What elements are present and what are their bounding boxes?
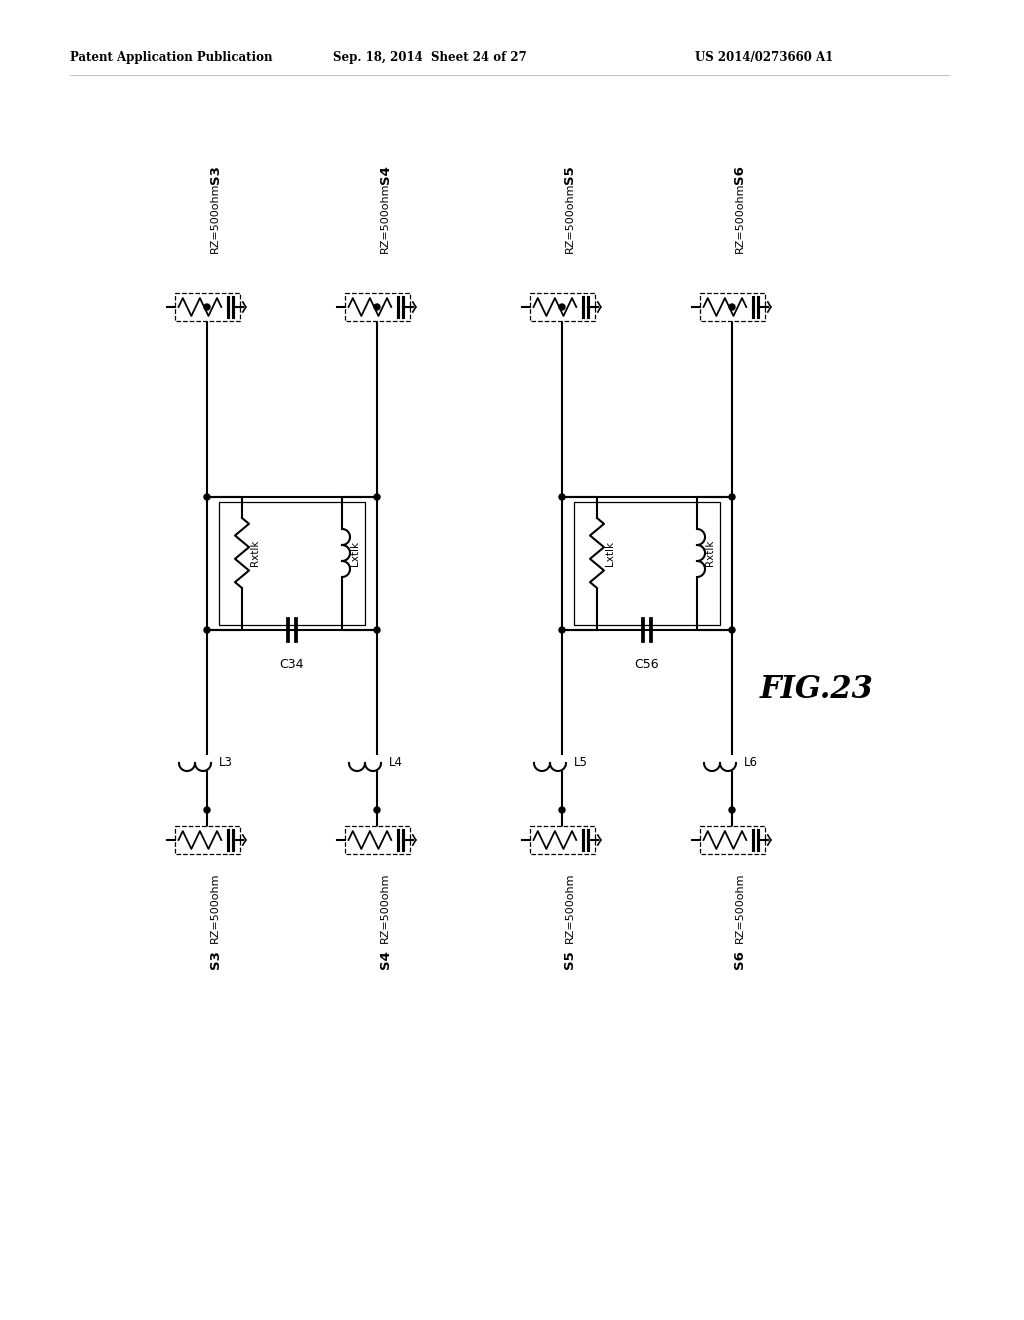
Text: L5: L5 bbox=[574, 756, 588, 770]
Bar bbox=[344, 826, 410, 854]
Text: Sep. 18, 2014  Sheet 24 of 27: Sep. 18, 2014 Sheet 24 of 27 bbox=[333, 50, 527, 63]
Circle shape bbox=[729, 494, 735, 500]
Text: RZ=500ohm: RZ=500ohm bbox=[565, 182, 575, 253]
Circle shape bbox=[374, 807, 380, 813]
Text: L3: L3 bbox=[219, 756, 232, 770]
Text: S5: S5 bbox=[563, 165, 577, 185]
Text: C56: C56 bbox=[635, 657, 659, 671]
Circle shape bbox=[204, 807, 210, 813]
Text: RZ=500ohm: RZ=500ohm bbox=[380, 182, 390, 253]
Text: Lxtlk: Lxtlk bbox=[350, 540, 360, 565]
Bar bbox=[344, 293, 410, 321]
Bar bbox=[219, 502, 365, 624]
Text: RZ=500ohm: RZ=500ohm bbox=[210, 873, 220, 944]
Text: Patent Application Publication: Patent Application Publication bbox=[70, 50, 272, 63]
Circle shape bbox=[204, 304, 210, 310]
Circle shape bbox=[204, 494, 210, 500]
Circle shape bbox=[729, 304, 735, 310]
Circle shape bbox=[204, 627, 210, 634]
Circle shape bbox=[729, 627, 735, 634]
Circle shape bbox=[559, 627, 565, 634]
Text: RZ=500ohm: RZ=500ohm bbox=[735, 182, 745, 253]
Bar bbox=[174, 826, 240, 854]
Text: RZ=500ohm: RZ=500ohm bbox=[380, 873, 390, 944]
Bar bbox=[529, 826, 595, 854]
Text: C34: C34 bbox=[280, 657, 304, 671]
Text: RZ=500ohm: RZ=500ohm bbox=[210, 182, 220, 253]
Text: RZ=500ohm: RZ=500ohm bbox=[735, 873, 745, 944]
Bar bbox=[174, 293, 240, 321]
Bar bbox=[529, 293, 595, 321]
Text: S6: S6 bbox=[733, 165, 746, 185]
Text: FIG.23: FIG.23 bbox=[760, 675, 873, 705]
Text: Rxtlk: Rxtlk bbox=[705, 540, 715, 566]
Circle shape bbox=[559, 304, 565, 310]
Text: S6: S6 bbox=[733, 950, 746, 969]
Text: US 2014/0273660 A1: US 2014/0273660 A1 bbox=[695, 50, 834, 63]
Text: S4: S4 bbox=[379, 950, 391, 969]
Circle shape bbox=[374, 494, 380, 500]
Text: L6: L6 bbox=[744, 756, 758, 770]
Bar bbox=[699, 826, 765, 854]
Circle shape bbox=[559, 807, 565, 813]
Text: RZ=500ohm: RZ=500ohm bbox=[565, 873, 575, 944]
Text: Lxtlk: Lxtlk bbox=[605, 540, 615, 565]
Circle shape bbox=[559, 494, 565, 500]
Text: S3: S3 bbox=[209, 950, 221, 969]
Text: L4: L4 bbox=[389, 756, 403, 770]
Circle shape bbox=[374, 627, 380, 634]
Text: S5: S5 bbox=[563, 950, 577, 969]
Text: S4: S4 bbox=[379, 165, 391, 185]
Text: Rxtlk: Rxtlk bbox=[250, 540, 260, 566]
Bar bbox=[699, 293, 765, 321]
Circle shape bbox=[729, 807, 735, 813]
Circle shape bbox=[374, 304, 380, 310]
Text: S3: S3 bbox=[209, 165, 221, 185]
Bar bbox=[574, 502, 720, 624]
